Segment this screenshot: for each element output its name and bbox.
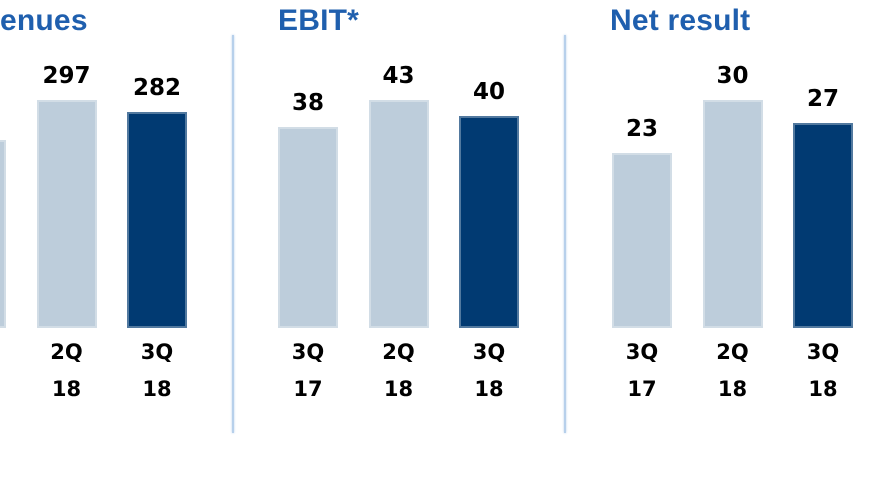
chart-revenues-title: enues bbox=[0, 4, 88, 37]
bar-3q-17 bbox=[612, 153, 672, 328]
chart-ebit-title: EBIT* bbox=[278, 4, 360, 37]
bar-3q-18 bbox=[127, 112, 187, 328]
chart-net-result-title: Net result bbox=[610, 4, 751, 37]
bar-value-label-3q-18: 282 bbox=[132, 75, 181, 101]
bar-category-quarter-3q-17: 3Q bbox=[291, 340, 325, 364]
bar-value-label-3q-18: 27 bbox=[806, 86, 839, 112]
bar-category-quarter-3q-18: 3Q bbox=[140, 340, 174, 364]
bar-category-year-2q-18: 18 bbox=[383, 377, 414, 401]
bar-category-year-3q-18: 18 bbox=[142, 377, 172, 401]
bar-value-label-3q-17: 23 bbox=[625, 116, 658, 142]
bar-2q-18 bbox=[702, 100, 763, 328]
chart-revenues: enues 297 2Q 18 282 3Q 18 bbox=[0, 0, 232, 478]
bar-3q-18 bbox=[793, 123, 853, 328]
bar-category-year-3q-18: 18 bbox=[474, 377, 504, 401]
bar-value-label-3q-18: 40 bbox=[472, 79, 505, 105]
bar-value-label-2q-18: 43 bbox=[382, 63, 415, 89]
bar-category-quarter-2q-18: 2Q bbox=[50, 340, 83, 364]
bar-3q-18 bbox=[459, 116, 519, 328]
bar-2q-18 bbox=[368, 100, 429, 328]
bar-category-quarter-3q-18: 3Q bbox=[806, 340, 840, 364]
bar-category-year-2q-18: 18 bbox=[51, 377, 82, 401]
vertical-divider-2 bbox=[564, 35, 566, 433]
chart-net-result: Net result 23 3Q 17 30 2Q 18 27 3Q 18 bbox=[566, 0, 872, 478]
bar-value-label-2q-18: 30 bbox=[716, 63, 749, 89]
bar-value-label-3q-17: 38 bbox=[291, 90, 324, 116]
bar-category-quarter-2q-18: 2Q bbox=[382, 340, 415, 364]
bar-category-quarter-3q-18: 3Q bbox=[472, 340, 506, 364]
bar-value-label-2q-18: 297 bbox=[42, 63, 91, 89]
bar-clipped-partial bbox=[0, 140, 6, 328]
bar-3q-17 bbox=[278, 127, 338, 328]
bar-category-quarter-3q-17: 3Q bbox=[625, 340, 659, 364]
bar-category-year-3q-18: 18 bbox=[808, 377, 838, 401]
bar-category-quarter-2q-18: 2Q bbox=[716, 340, 749, 364]
bar-category-year-2q-18: 18 bbox=[717, 377, 748, 401]
vertical-divider-1 bbox=[232, 35, 234, 433]
bar-2q-18 bbox=[36, 100, 97, 328]
bar-category-year-3q-17: 17 bbox=[627, 377, 657, 401]
bar-category-year-3q-17: 17 bbox=[293, 377, 323, 401]
chart-ebit: EBIT* 38 3Q 17 43 2Q 18 40 3Q 18 bbox=[234, 0, 564, 478]
